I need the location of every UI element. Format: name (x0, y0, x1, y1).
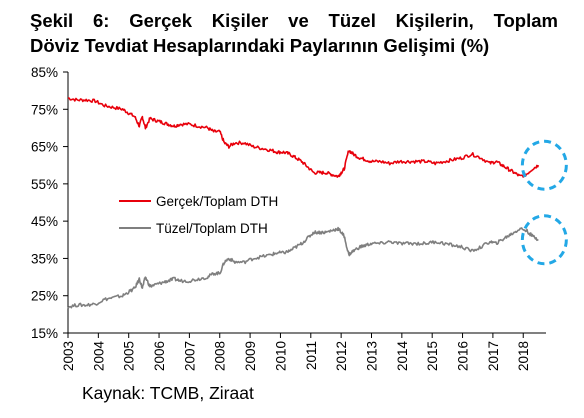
y-tick-label: 15% (31, 326, 58, 341)
chart-title: Şekil 6: Gerçek Kişiler ve Tüzel Kişiler… (30, 8, 558, 58)
x-tick-label: 2010 (273, 341, 288, 371)
x-tick-label: 2008 (213, 341, 228, 371)
y-tick-label: 25% (31, 289, 58, 304)
legend-label: Gerçek/Toplam DTH (156, 194, 278, 209)
x-tick-label: 2006 (152, 341, 167, 371)
title-line-2: Döviz Tevdiat Hesaplarındaki Paylarının … (30, 35, 490, 56)
y-tick-label: 35% (31, 251, 58, 266)
x-tick-label: 2018 (516, 341, 531, 371)
x-tick-label: 2013 (364, 341, 379, 371)
x-tick-label: 2003 (61, 341, 76, 371)
y-tick-label: 85% (31, 65, 58, 80)
x-tick-label: 2012 (334, 341, 349, 371)
source-note: Kaynak: TCMB, Ziraat (82, 383, 254, 403)
x-tick-label: 2007 (182, 341, 197, 371)
legend-label: Tüzel/Toplam DTH (156, 221, 268, 236)
y-tick-label: 45% (31, 214, 58, 229)
y-tick-label: 55% (31, 177, 58, 192)
x-tick-label: 2009 (243, 341, 258, 371)
y-tick-label: 65% (31, 140, 58, 155)
series-line-gercek (68, 97, 540, 178)
x-tick-label: 2011 (304, 341, 319, 370)
x-tick-label: 2015 (425, 341, 440, 371)
x-tick-label: 2014 (395, 341, 410, 372)
x-tick-label: 2017 (486, 341, 501, 371)
y-tick-label: 75% (31, 102, 58, 117)
x-tick-label: 2004 (91, 341, 106, 372)
title-line-1: Şekil 6: Gerçek Kişiler ve Tüzel Kişiler… (30, 10, 558, 31)
x-tick-label: 2016 (456, 341, 471, 371)
highlight-circle (520, 214, 568, 266)
series-line-tuzel (67, 226, 539, 309)
line-chart: 85% 75% 65% 55% 45% 35% 25% 15%2003 2004 2005 2006… (31, 65, 568, 372)
x-tick-label: 2005 (122, 341, 137, 371)
highlight-circle (520, 139, 568, 191)
